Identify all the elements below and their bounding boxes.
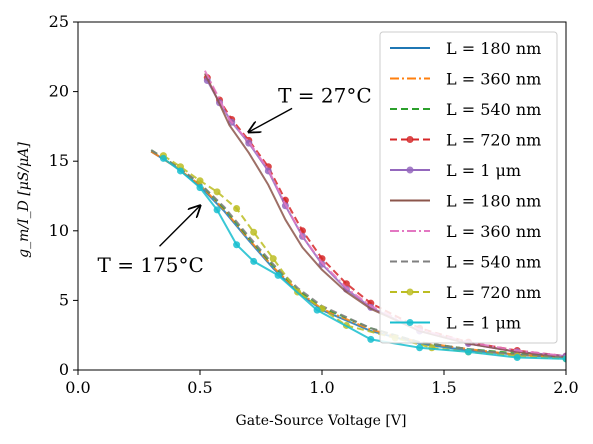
data-point [213,188,221,196]
legend-marker [406,136,414,143]
x-tick-label: 1.5 [431,378,456,397]
x-tick-label: 0.0 [65,378,90,397]
legend-entry: L = 540 nm [390,253,541,272]
annotation-text: T = 175°C [98,253,204,277]
series-10 [159,154,566,363]
legend-label: L = 1 μm [446,314,521,333]
data-point [159,154,167,162]
data-point [313,306,321,314]
y-axis-label-text: g_m/I_D [μS/μA] [16,142,32,258]
legend-label: L = 540 nm [446,100,541,119]
series-layer [150,70,566,363]
data-point [269,255,277,263]
x-axis-label: Gate-Source Voltage [V] [236,413,407,429]
annotation-arrow [249,107,293,132]
y-tick-label: 5 [59,290,69,309]
data-point [250,228,258,236]
data-point [464,348,472,356]
legend-entry: L = 720 nm [390,131,541,150]
legend-label: L = 540 nm [446,253,541,272]
legend-entry: L = 720 nm [390,283,541,302]
data-point [367,335,375,343]
legend-label: L = 360 nm [446,222,541,241]
x-tick-label: 1.0 [309,378,334,397]
axes-layer: 0.0 0.5 1.0 1.5 2.0 0 5 10 15 20 25 [49,12,579,397]
data-point [196,177,204,185]
legend-label: L = 360 nm [446,70,541,89]
y-tick-label: 10 [49,221,69,240]
x-tick-label: 0.5 [187,378,212,397]
legend: L = 180 nm L = 360 nm L = 540 nm L = 720 nm… [379,31,558,344]
legend-entry: L = 180 nm [390,192,541,211]
legend-entry: L = 540 nm [390,100,541,119]
annotation-layer: T = 27°C T = 175°C [98,83,372,277]
annotation-arrow [159,206,200,247]
legend-label: L = 180 nm [446,192,541,211]
data-point [513,353,521,361]
y-tick-label: 15 [49,151,69,170]
data-point [233,241,241,249]
legend-label: L = 1 μm [446,161,521,180]
data-point [416,344,424,352]
legend-entry: L = 1 μm [390,161,521,180]
data-point [196,184,204,192]
legend-entry: L = 360 nm [390,222,541,241]
y-axis-label: g_m/I_D [μS/μA] [16,142,32,258]
legend-marker [406,319,414,326]
legend-marker [406,166,414,174]
legend-entry: L = 360 nm [390,70,541,89]
y-tick-label: 25 [49,12,69,31]
data-point [274,271,282,279]
data-point [562,355,566,363]
data-point [250,257,258,265]
legend-marker [406,288,414,296]
legend-label: L = 720 nm [446,131,541,150]
data-point [213,206,221,214]
data-point [233,205,241,213]
legend-label: L = 180 nm [446,39,541,58]
y-tick-label: 20 [49,82,69,101]
x-tick-label: 2.0 [553,378,578,397]
data-point [176,167,184,175]
y-tick-label: 0 [59,360,69,379]
legend-label: L = 720 nm [446,283,541,302]
annotation-text: T = 27°C [278,83,372,107]
legend-entry: L = 180 nm [390,39,541,58]
legend-entry: L = 1 μm [390,314,521,333]
